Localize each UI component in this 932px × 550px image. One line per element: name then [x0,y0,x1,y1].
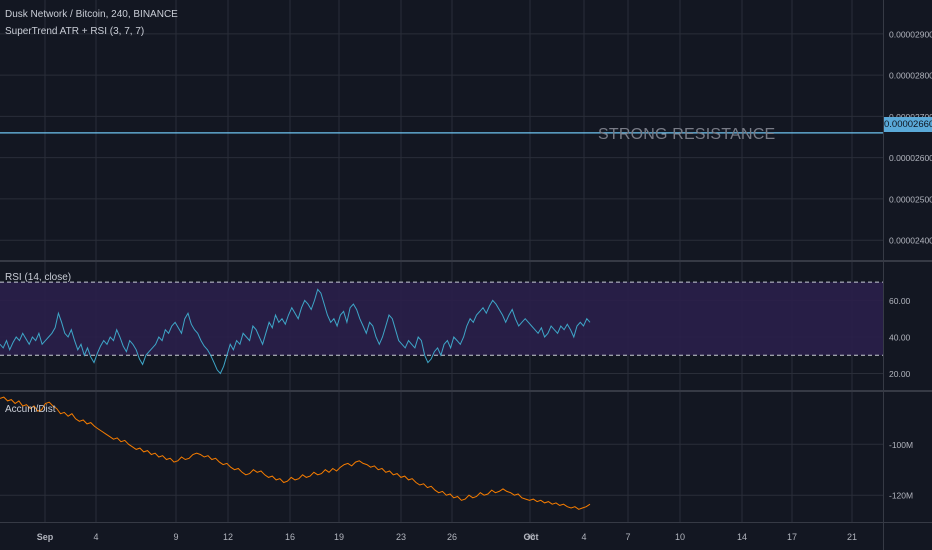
ad-axis-tick: -100M [889,440,913,450]
rsi-axis-tick: 20.00 [889,369,911,379]
time-axis-tick: Oct [523,532,538,542]
time-axis-tick: 16 [285,532,295,542]
time-axis-tick: 23 [396,532,406,542]
price-axis-tick: 0.00002900 [889,29,932,39]
time-axis-tick: 12 [223,532,233,542]
price-axis-tick: 0.00002800 [889,71,932,81]
rsi-series-line [0,288,591,375]
accum-dist-series-line [0,396,591,510]
time-axis-tick: 14 [737,532,747,542]
rsi-band-fill [0,282,883,356]
time-axis-tick: 4 [93,532,98,542]
time-axis-tick: 26 [447,532,457,542]
price-axis-tick: 0.00002600 [889,153,932,163]
time-axis-tick: 4 [581,532,586,542]
rsi-axis-tick: 40.00 [889,332,911,342]
time-axis-tick: 9 [173,532,178,542]
time-axis-tick: 30 [525,532,535,542]
time-axis-tick: 17 [787,532,797,542]
time-axis-tick: 19 [334,532,344,542]
time-axis-tick: 10 [675,532,685,542]
ad-axis-tick: -120M [889,491,913,501]
price-axis-tick: 0.00002400 [889,236,932,246]
price-axis-tick: 0.00002500 [889,194,932,204]
resistance-price-tag: 0.00002660 [884,117,932,132]
price-axis-tick: 0.00002700 [889,112,932,122]
rsi-axis-tick: 60.00 [889,296,911,306]
time-axis-tick: 21 [847,532,857,542]
grid-lines [0,0,883,522]
time-axis-tick: Sep [37,532,54,542]
time-axis-tick: 7 [625,532,630,542]
